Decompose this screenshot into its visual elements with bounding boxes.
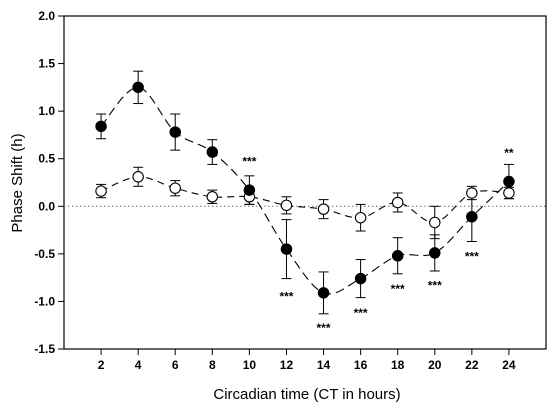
x-axis-title: Circadian time (CT in hours): [213, 386, 400, 403]
data-point-filled: [466, 211, 478, 223]
significance-label: ***: [354, 306, 368, 320]
data-point-filled: [503, 175, 515, 188]
data-point-filled: [391, 250, 404, 262]
plot-frame: [63, 15, 547, 350]
data-point-open: [317, 203, 330, 215]
data-point-open: [132, 171, 144, 183]
y-tick-label: 1.0: [38, 104, 55, 118]
data-point-filled: [243, 184, 256, 196]
x-tick-label: 18: [391, 358, 405, 372]
y-tick-label: -1.5: [34, 342, 55, 356]
data-point-filled: [354, 272, 367, 285]
significance-label: ***: [317, 321, 331, 335]
data-point-open: [280, 199, 293, 212]
data-point-open: [391, 196, 404, 209]
x-tick-label: 14: [317, 358, 331, 372]
significance-label: ***: [242, 155, 256, 169]
data-point-open: [503, 187, 515, 199]
data-point-filled: [95, 120, 107, 133]
y-axis-title: Phase Shift (h): [9, 133, 26, 232]
data-point-open: [429, 216, 441, 229]
x-tick-label: 22: [465, 358, 479, 372]
x-tick-label: 24: [502, 358, 516, 372]
data-point-open: [354, 211, 367, 224]
x-tick-label: 6: [172, 358, 179, 372]
x-tick-label: 20: [428, 358, 442, 372]
significance-label: **: [504, 146, 514, 160]
y-tick-label: 1.5: [38, 57, 55, 71]
data-point-open: [169, 182, 181, 194]
data-point-filled: [280, 243, 293, 255]
x-tick-label: 4: [135, 358, 142, 372]
y-tick-label: -0.5: [34, 247, 55, 261]
series-line: [100, 86, 510, 295]
significance-label: ***: [279, 290, 293, 304]
data-point-open: [95, 185, 107, 197]
x-tick-label: 8: [209, 358, 216, 372]
data-point-open: [466, 187, 478, 199]
significance-label: ***: [391, 282, 405, 296]
data-point-filled: [132, 81, 144, 94]
significance-label: ***: [428, 278, 442, 292]
x-tick-label: 2: [98, 358, 105, 372]
data-point-filled: [206, 146, 219, 158]
y-tick-label: 2.0: [38, 9, 55, 23]
x-tick-label: 12: [280, 358, 294, 372]
y-tick-label: -1.0: [34, 294, 55, 308]
series-line: [100, 176, 509, 224]
x-tick-label: 16: [354, 358, 368, 372]
significance-label: ***: [465, 250, 479, 264]
y-tick-label: 0.5: [38, 152, 55, 166]
data-point-filled: [429, 247, 441, 259]
x-tick-label: 10: [243, 358, 257, 372]
y-tick-label: 0.0: [38, 199, 55, 213]
plot-area: -1.5-1.0-0.50.00.51.01.52.02 4 6 8 10 12 14 16 1…: [34, 9, 547, 372]
data-point-open: [206, 191, 219, 203]
data-point-filled: [169, 126, 181, 138]
data-point-filled: [317, 287, 330, 299]
